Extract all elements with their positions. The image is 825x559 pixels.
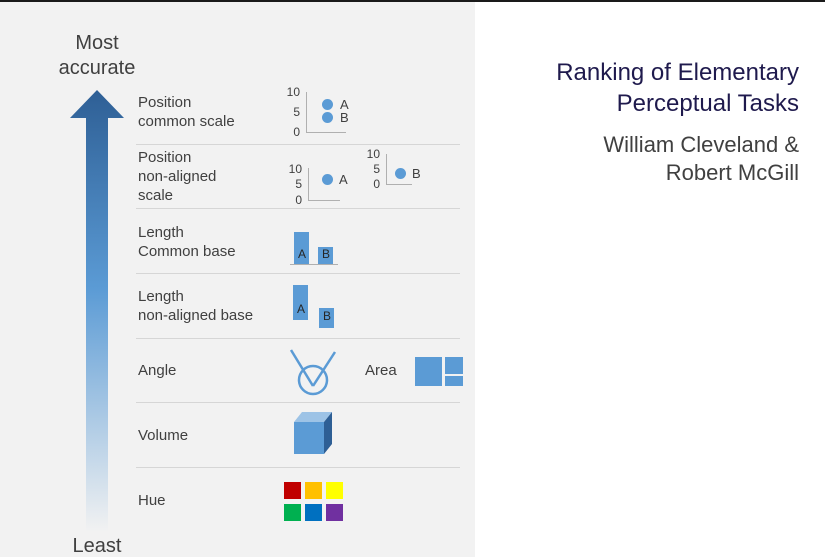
task-length-common-base: Length Common base bbox=[138, 224, 236, 260]
row-divider bbox=[136, 402, 460, 403]
hue-swatch bbox=[284, 482, 301, 499]
point-a-label: A bbox=[340, 97, 349, 112]
bar-a bbox=[294, 232, 309, 264]
point-a bbox=[322, 99, 333, 110]
row-divider bbox=[136, 208, 460, 209]
row-divider bbox=[136, 144, 460, 145]
common-baseline bbox=[290, 264, 338, 265]
scale-baseline bbox=[306, 132, 346, 133]
hue-swatch bbox=[326, 482, 343, 499]
tick-label: 0 bbox=[293, 125, 300, 139]
task-angle: Angle bbox=[138, 362, 177, 379]
bar-b bbox=[318, 247, 333, 264]
tick-label: 5 bbox=[293, 105, 300, 119]
least-accurate-label: Least bbox=[72, 535, 122, 557]
hue-swatch bbox=[305, 482, 322, 499]
hue-swatch bbox=[284, 504, 301, 521]
angle-glyph bbox=[289, 349, 337, 396]
hue-swatch bbox=[326, 504, 343, 521]
scale-axis bbox=[306, 92, 307, 132]
tick-label: 5 bbox=[295, 177, 302, 191]
row-divider bbox=[136, 467, 460, 468]
tick-label: 5 bbox=[373, 162, 380, 176]
tick-label: 10 bbox=[288, 162, 302, 176]
row-divider bbox=[136, 273, 460, 274]
area-large-square bbox=[415, 357, 442, 386]
cube-icon bbox=[294, 412, 332, 454]
row-divider bbox=[136, 338, 460, 339]
task-length-nonaligned-base: Length non-aligned base bbox=[138, 288, 254, 324]
bar-b-label: B bbox=[321, 247, 330, 261]
area-medium-square bbox=[445, 357, 463, 374]
task-hue: Hue bbox=[138, 492, 166, 509]
area-small-square bbox=[445, 376, 463, 386]
hue-swatch bbox=[305, 504, 322, 521]
task-position-common-scale: Position common scale bbox=[138, 94, 235, 130]
most-accurate-label: Most accurate bbox=[58, 32, 136, 79]
scale-baseline bbox=[308, 200, 340, 201]
scale-baseline bbox=[386, 184, 412, 185]
tick-label: 10 bbox=[366, 147, 380, 161]
bar-a-label: A bbox=[297, 247, 306, 261]
bar-b-label: B bbox=[322, 309, 331, 323]
point-b-label: B bbox=[412, 166, 421, 181]
task-position-nonaligned-scale: Position non-aligned scale bbox=[138, 149, 217, 204]
point-a bbox=[322, 174, 333, 185]
ranking-diagram-panel: Most accurate Least Position common scal… bbox=[0, 2, 475, 557]
bar-a-label: A bbox=[296, 302, 305, 316]
point-b bbox=[322, 112, 333, 123]
bar-b bbox=[319, 308, 334, 328]
tick-label: 10 bbox=[286, 85, 300, 99]
scale-axis bbox=[386, 154, 387, 184]
scale-axis bbox=[308, 168, 309, 200]
task-area: Area bbox=[365, 362, 397, 379]
bar-a bbox=[293, 285, 308, 320]
point-b bbox=[395, 168, 406, 179]
window-top-border bbox=[0, 0, 825, 2]
title-panel bbox=[475, 2, 825, 557]
slide-title: Ranking of Elementary Perceptual Tasks bbox=[556, 59, 799, 117]
tick-label: 0 bbox=[295, 193, 302, 207]
tick-label: 0 bbox=[373, 177, 380, 191]
point-b-label: B bbox=[340, 110, 349, 125]
task-volume: Volume bbox=[138, 427, 189, 444]
point-a-label: A bbox=[339, 172, 348, 187]
accuracy-arrow bbox=[70, 90, 124, 532]
slide-authors: William Cleveland & Robert McGill bbox=[603, 132, 799, 185]
